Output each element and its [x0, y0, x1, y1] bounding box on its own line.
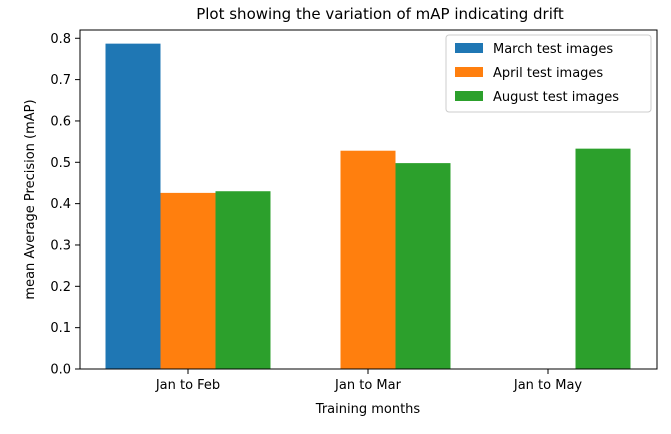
x-axis-ticks: Jan to Feb Jan to Mar Jan to May	[155, 369, 583, 393]
legend: March test images April test images August…	[445, 34, 652, 113]
chart-title: Plot showing the variation of mAP indica…	[196, 5, 564, 23]
x-axis-label: Training months	[315, 402, 421, 417]
legend-swatch	[455, 91, 483, 101]
bar-2-1	[160, 192, 216, 369]
y-tick-label: 0.2	[50, 280, 71, 295]
x-tick-label: Jan to Mar	[334, 378, 402, 393]
bar-2-2	[340, 150, 396, 369]
legend-box	[445, 34, 652, 113]
x-tick-label: Jan to May	[513, 378, 583, 393]
y-tick-label: 0.0	[50, 363, 71, 378]
x-tick-label: Jan to Feb	[155, 378, 220, 393]
y-axis-label: mean Average Precision (mAP)	[23, 99, 38, 299]
y-tick-label: 0.1	[50, 321, 71, 336]
y-tick-label: 0.6	[50, 114, 71, 129]
y-tick-label: 0.4	[50, 197, 71, 212]
bar-3-3	[575, 148, 631, 369]
bar-1-1	[105, 43, 161, 370]
bar-3-1	[215, 191, 271, 369]
y-tick-label: 0.8	[50, 32, 71, 47]
y-axis-ticks: 0.0 0.1 0.2 0.3 0.4 0.5 0.6 0.7 0.8	[50, 32, 80, 378]
bar-3-2	[395, 163, 451, 369]
legend-swatch	[455, 43, 483, 53]
legend-label: August test images	[493, 90, 619, 105]
y-tick-label: 0.7	[50, 73, 71, 88]
bars-group	[105, 43, 631, 370]
y-tick-label: 0.3	[50, 238, 71, 253]
y-tick-label: 0.5	[50, 156, 71, 171]
plot-frame	[79, 29, 658, 370]
legend-label: April test images	[493, 66, 603, 81]
legend-swatch	[455, 67, 483, 77]
legend-label: March test images	[493, 42, 613, 57]
